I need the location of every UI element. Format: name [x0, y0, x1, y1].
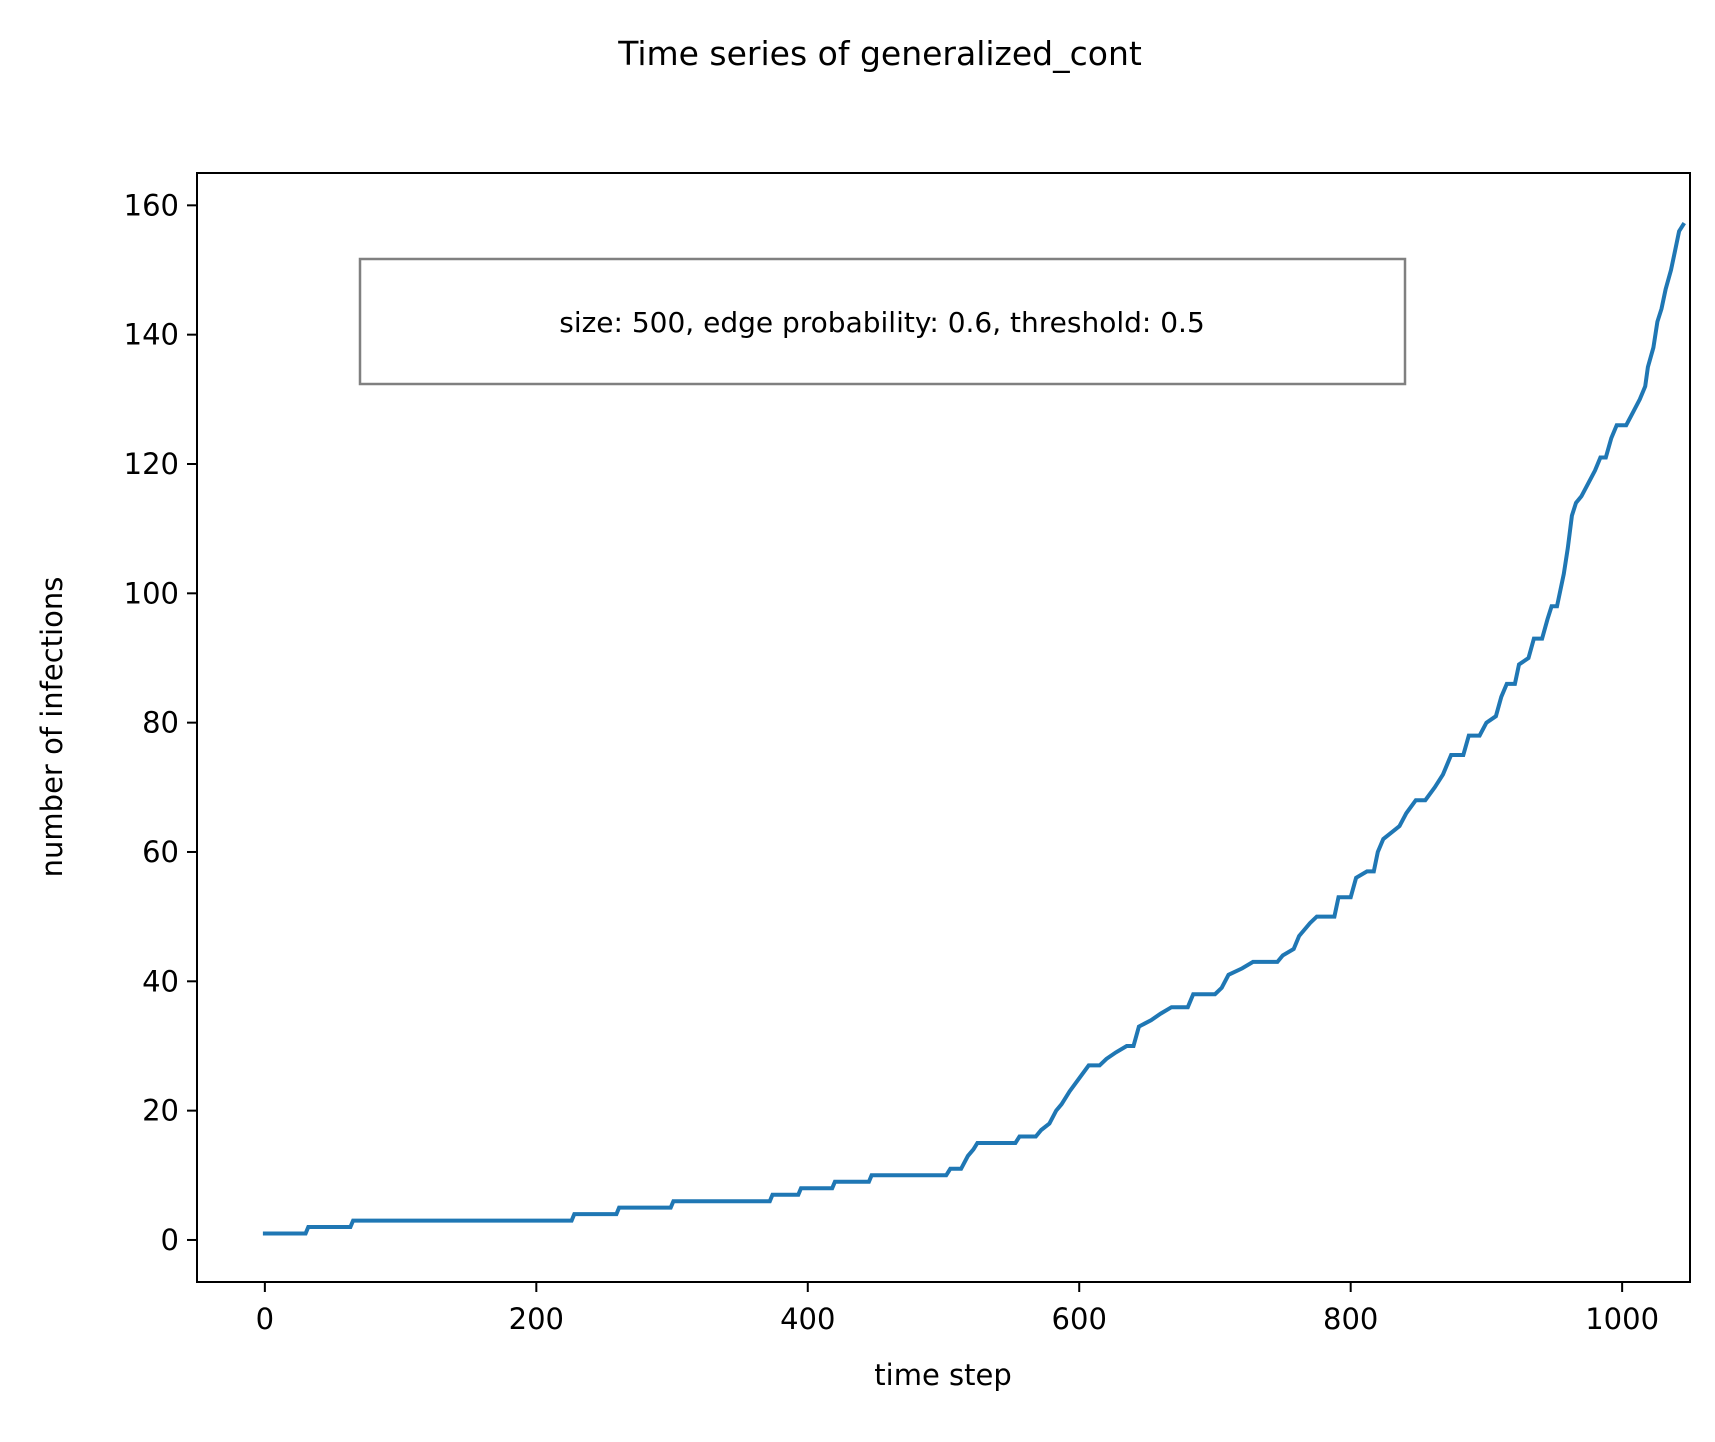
- x-tick-label: 800: [1323, 1302, 1378, 1336]
- y-tick-label: 160: [124, 188, 179, 222]
- x-axis-label: time step: [874, 1358, 1011, 1392]
- y-tick-label: 60: [142, 835, 179, 869]
- x-tick-label: 400: [780, 1302, 835, 1336]
- x-tick-label: 200: [509, 1302, 564, 1336]
- chart-title: Time series of generalized_cont: [617, 34, 1142, 73]
- y-tick-label: 0: [161, 1223, 179, 1257]
- y-axis-label: number of infections: [35, 577, 69, 878]
- series-line: [262, 221, 1686, 1236]
- annotation-border: [358, 257, 1407, 386]
- x-tick-label: 0: [256, 1302, 274, 1336]
- x-tick-label: 1000: [1585, 1302, 1659, 1336]
- y-tick-label: 80: [142, 706, 179, 740]
- y-tick-label: 100: [124, 576, 179, 610]
- y-tick-label: 140: [124, 318, 179, 352]
- annotation-text: size: 500, edge probability: 0.6, thresh…: [559, 306, 1205, 339]
- y-tick-label: 20: [142, 1094, 179, 1128]
- y-tick-label: 40: [142, 964, 179, 998]
- x-axis-ticks: 0 200 400 600 800 1000: [256, 1282, 1659, 1336]
- axes-frame: [196, 172, 1691, 1283]
- plot-area: [262, 221, 1686, 1236]
- y-axis-ticks: 0 20 40 60 80 100 120 140 160: [124, 188, 197, 1257]
- annotation-box: size: 500, edge probability: 0.6, thresh…: [358, 257, 1407, 386]
- x-tick-label: 600: [1052, 1302, 1107, 1336]
- y-tick-label: 120: [124, 447, 179, 481]
